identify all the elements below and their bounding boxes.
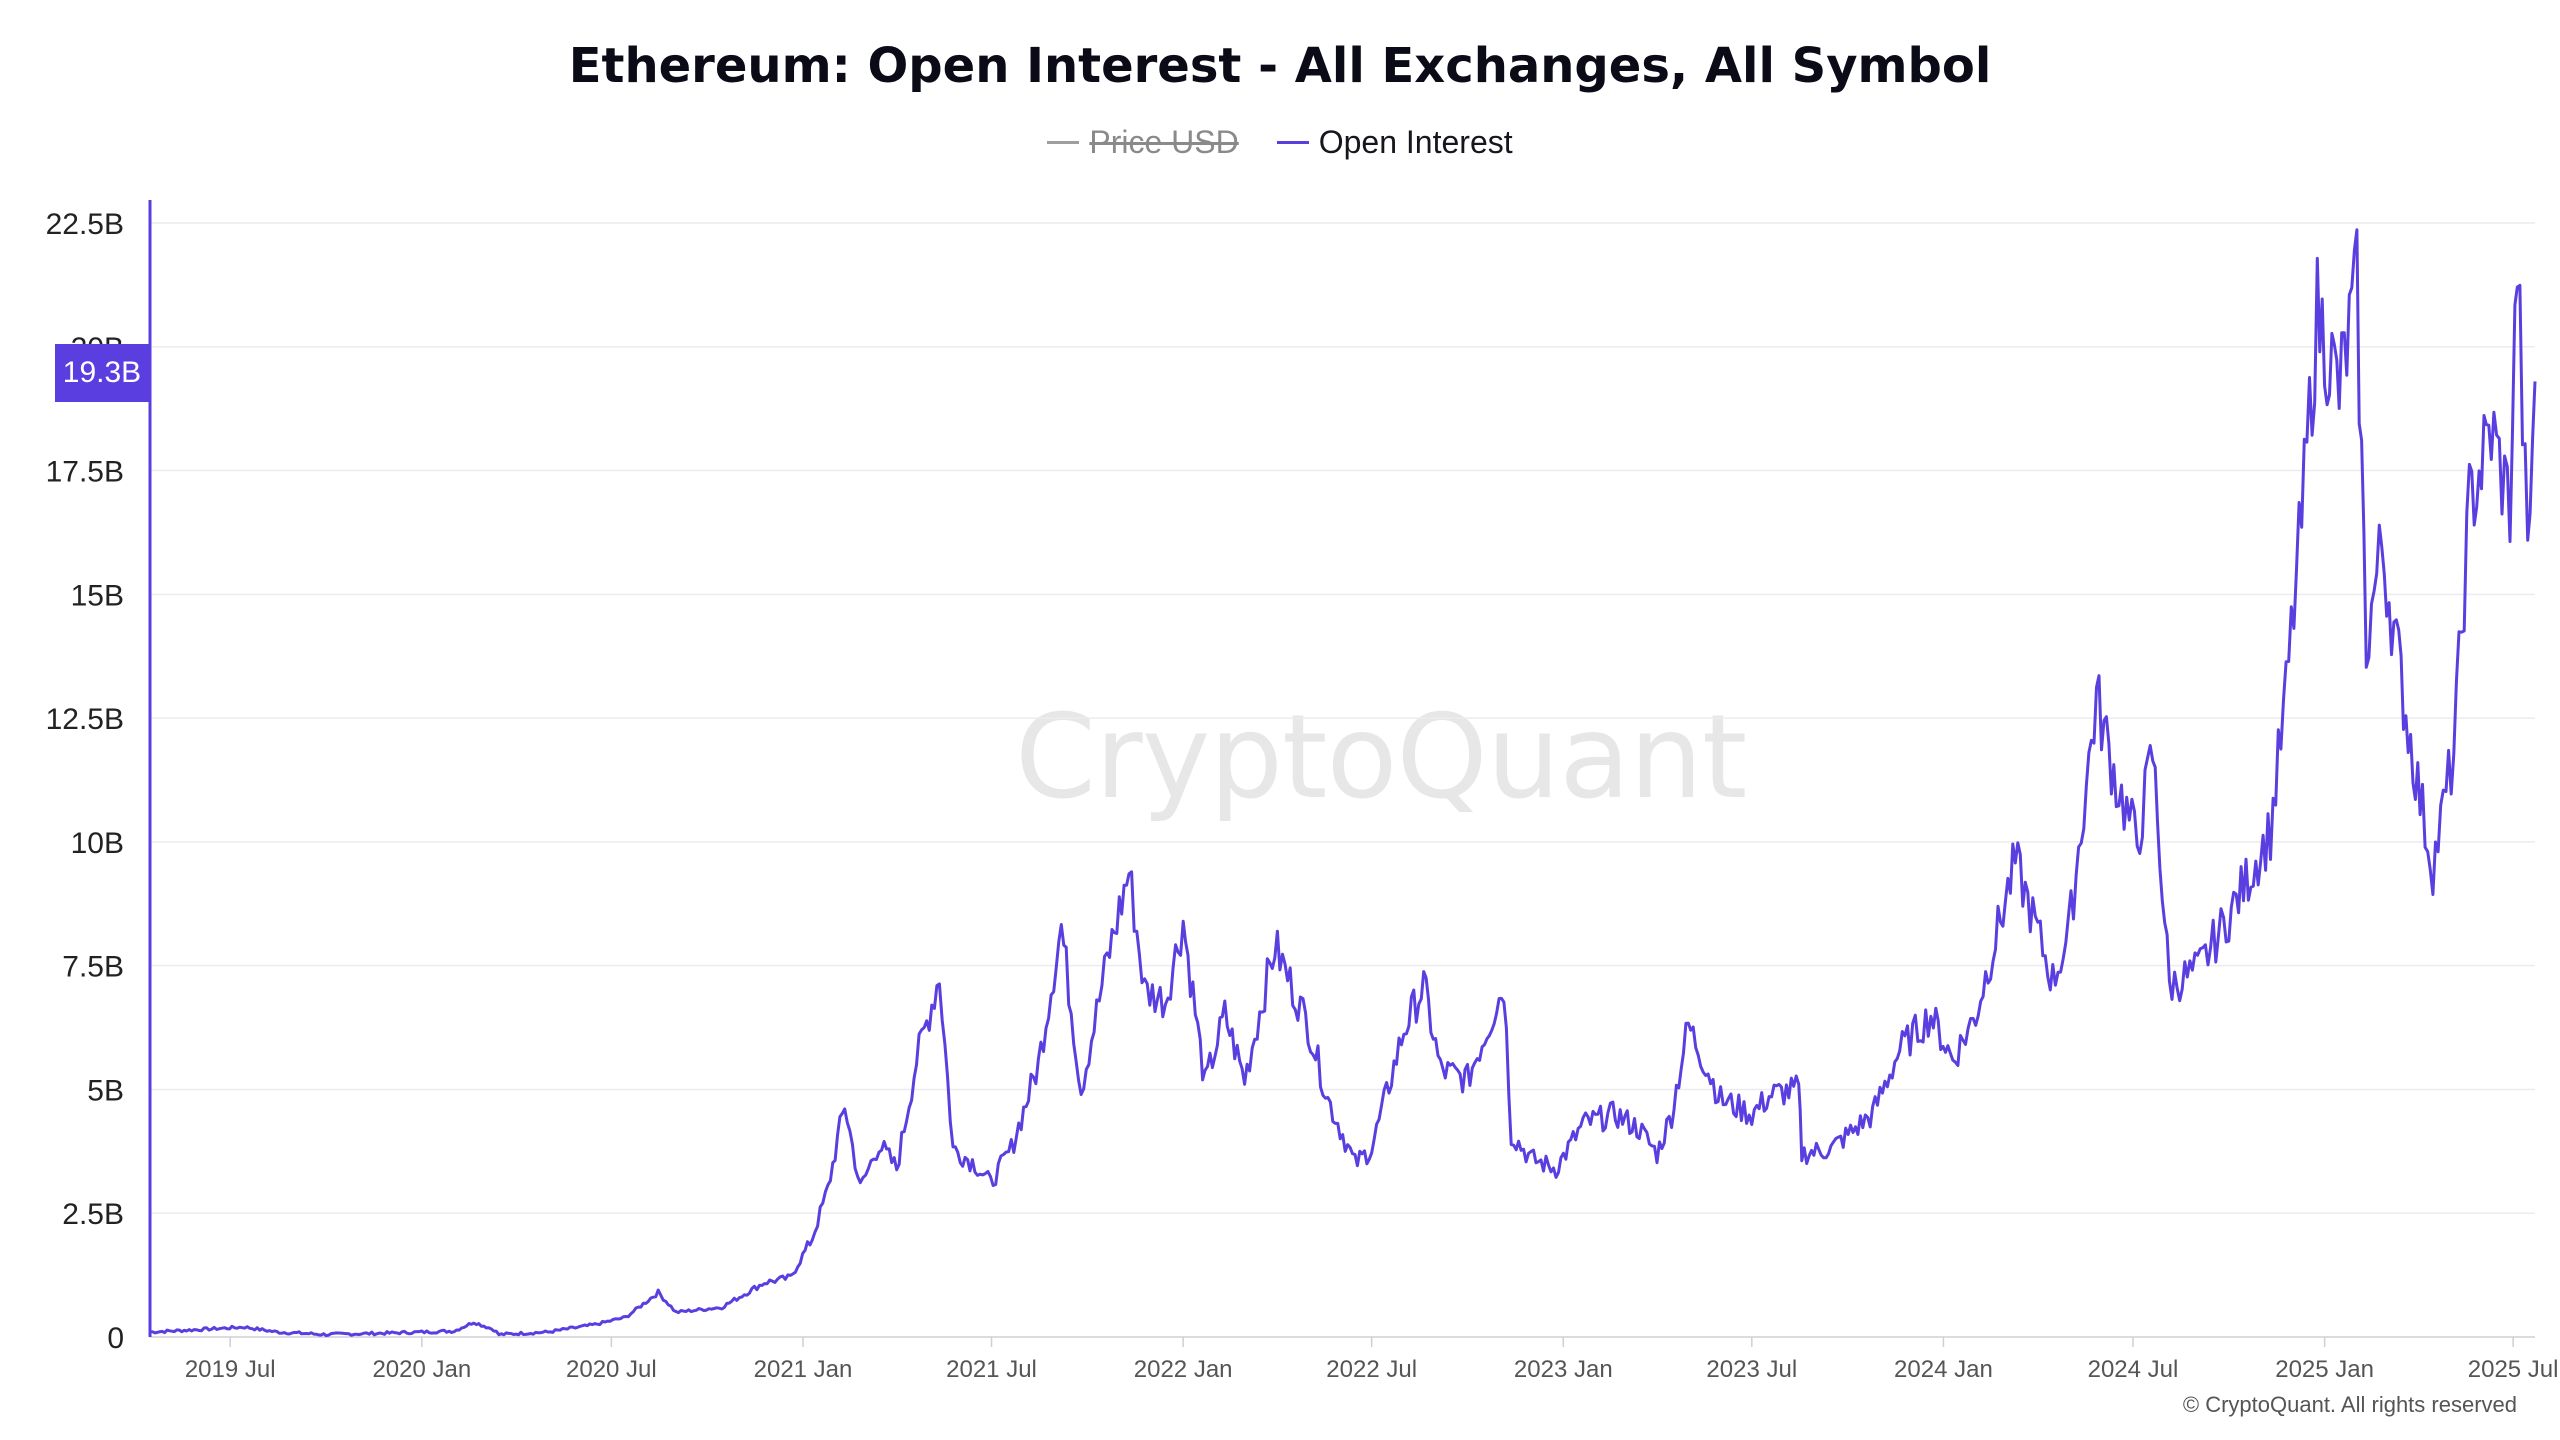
x-tick-label: 2024 Jul xyxy=(2088,1356,2179,1383)
x-tick-label: 2020 Jul xyxy=(566,1356,657,1383)
x-tick-label: 2025 Jul xyxy=(2468,1356,2559,1383)
x-tick-label: 2020 Jan xyxy=(372,1356,471,1383)
x-tick-label: 2019 Jul xyxy=(185,1356,276,1383)
x-tick-label: 2025 Jan xyxy=(2275,1356,2374,1383)
x-tick-label: 2022 Jan xyxy=(1134,1356,1233,1383)
y-tick-label: 10B xyxy=(71,827,124,860)
y-tick-label: 15B xyxy=(71,579,124,612)
chart-title: Ethereum: Open Interest - All Exchanges,… xyxy=(568,38,1992,94)
y-tick-label: 2.5B xyxy=(62,1198,124,1231)
y-tick-label: 22.5B xyxy=(46,208,124,241)
y-tick-label: 0 xyxy=(107,1322,124,1355)
series-line-open-interest xyxy=(149,228,2537,1338)
y-tick-label: 12.5B xyxy=(46,703,124,736)
legend-item-open-interest[interactable]: Open Interest xyxy=(1276,124,1513,161)
x-tick-label: 2023 Jan xyxy=(1514,1356,1613,1383)
x-tick-label: 2021 Jan xyxy=(754,1356,853,1383)
y-tick-label: 7.5B xyxy=(62,951,124,984)
x-tick-label: 2022 Jul xyxy=(1326,1356,1417,1383)
y-tick-label: 17.5B xyxy=(46,456,124,489)
copyright: © CryptoQuant. All rights reserved xyxy=(2182,1392,2517,1417)
y-tick-label: 5B xyxy=(87,1074,124,1107)
legend-swatch-price xyxy=(1047,141,1080,144)
x-tick-label: 2024 Jan xyxy=(1894,1356,1993,1383)
x-tick-label: 2023 Jul xyxy=(1706,1356,1797,1383)
watermark: CryptoQuant xyxy=(1015,690,1747,825)
legend-label-price: Price USD xyxy=(1089,124,1239,160)
legend-label-open-interest: Open Interest xyxy=(1318,124,1513,160)
current-value-badge: 19.3B xyxy=(55,344,149,402)
legend-item-price[interactable]: Price USD xyxy=(1047,124,1239,161)
legend: Price USD Open Interest xyxy=(0,124,2560,161)
x-tick-label: 2021 Jul xyxy=(946,1356,1037,1383)
legend-swatch-open-interest xyxy=(1276,141,1309,144)
